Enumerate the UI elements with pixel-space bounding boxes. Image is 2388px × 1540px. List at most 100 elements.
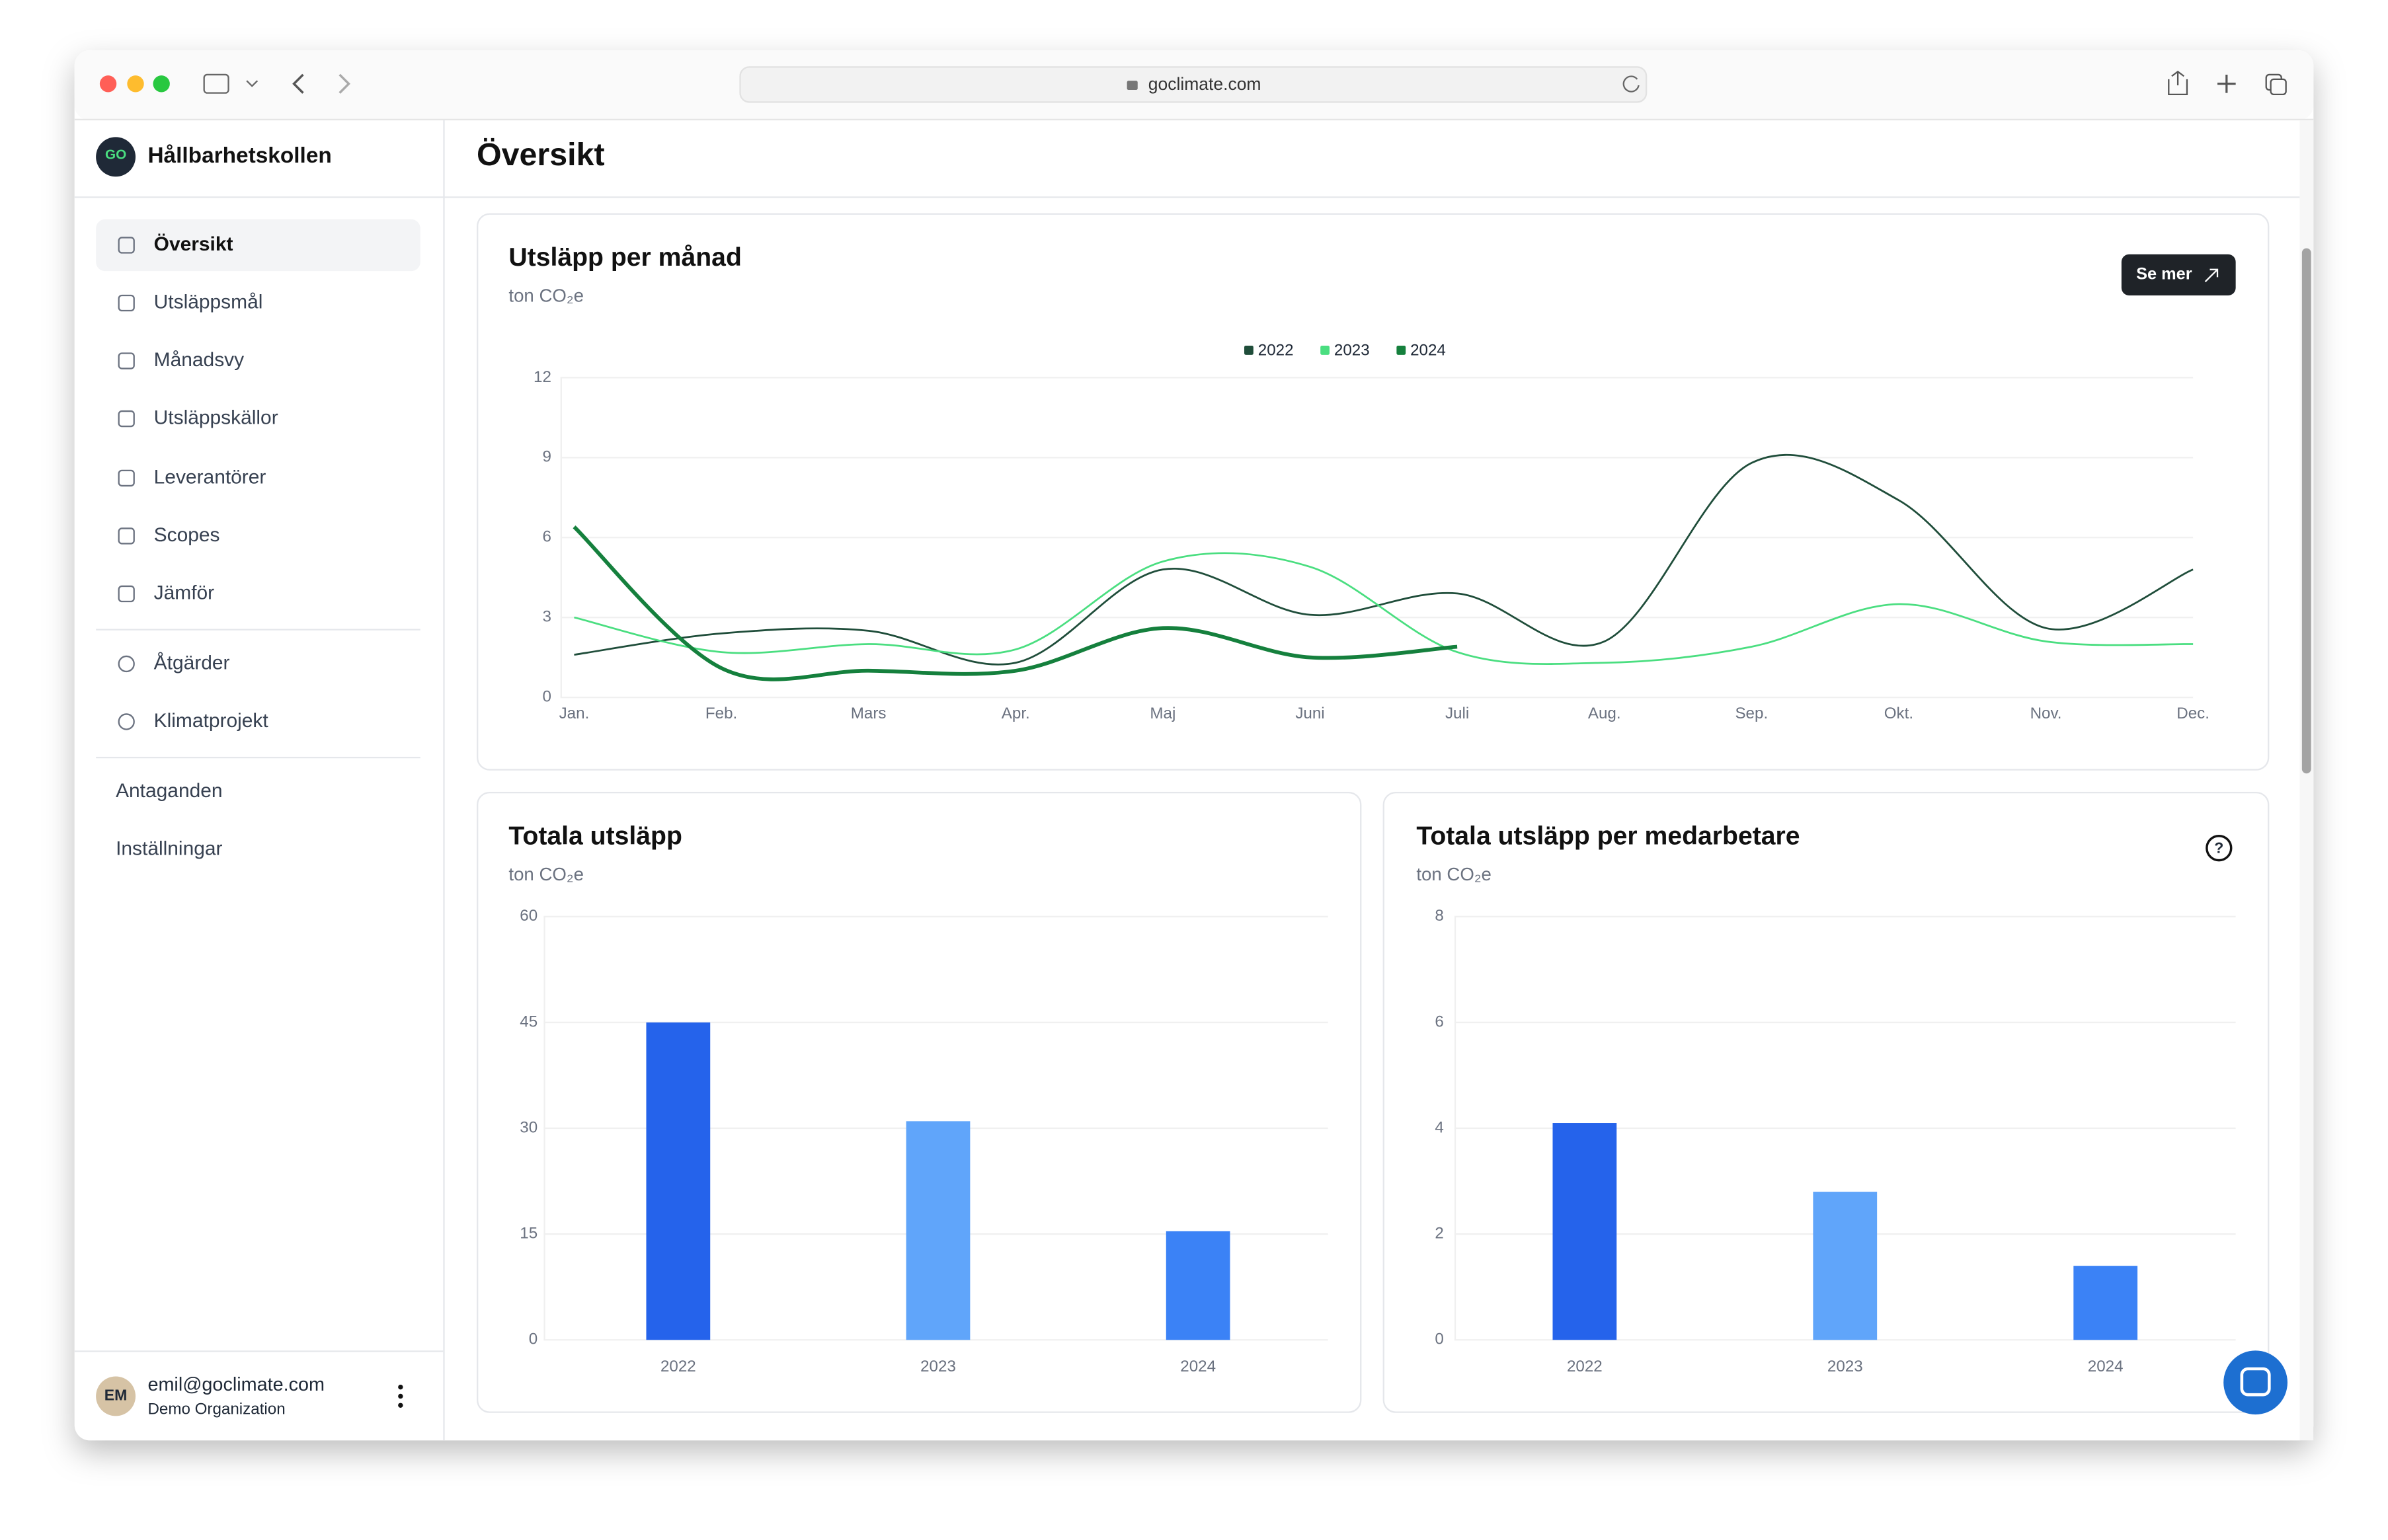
user-email: emil@goclimate.com — [147, 1374, 325, 1395]
x-tick-label: Okt. — [1884, 705, 1913, 722]
nav-icon — [118, 352, 135, 369]
page-title: Översikt — [477, 137, 605, 173]
new-tab[interactable] — [2217, 74, 2236, 93]
legend-swatch — [1244, 345, 1254, 355]
y-tick-label: 60 — [520, 907, 537, 925]
bar — [906, 1121, 971, 1340]
chart-subtitle: ton CO₂e — [508, 286, 584, 306]
y-tick-label: 30 — [520, 1118, 537, 1136]
x-tick-label: Aug. — [1588, 705, 1621, 722]
y-tick-label: 6 — [542, 528, 551, 546]
user-menu[interactable] — [398, 1384, 403, 1408]
maximize[interactable] — [153, 75, 170, 93]
x-tick-label: Sep. — [1735, 705, 1768, 722]
sidebar-toggle[interactable] — [203, 73, 229, 94]
x-tick-label: 2023 — [920, 1358, 956, 1375]
nav-icon — [118, 585, 135, 603]
legend-label: 2024 — [1410, 341, 1446, 359]
back[interactable] — [292, 73, 304, 94]
y-tick-label: 3 — [542, 608, 551, 626]
bar — [1813, 1192, 1878, 1340]
scrollbar[interactable] — [2301, 248, 2311, 774]
x-tick-label: Nov. — [2030, 705, 2062, 722]
bar — [1166, 1231, 1230, 1340]
logo-text: GO — [105, 147, 126, 163]
bar — [646, 1022, 711, 1340]
url: goclimate.com — [1148, 74, 1261, 94]
line — [574, 552, 2194, 665]
nav-item[interactable]: Månadsvy — [154, 349, 244, 371]
sidebar-nav: Översikt Utsläppsmål Månadsvy Utsläppskällo… — [116, 233, 278, 860]
forward[interactable] — [338, 73, 350, 94]
chart-title: Totala utsläpp per medarbetare — [1416, 822, 1800, 850]
x-tick-label: Juli — [1445, 705, 1469, 722]
nav-icon — [118, 294, 135, 312]
y-tick-label: 0 — [542, 688, 551, 706]
logo — [96, 137, 136, 177]
nav-item[interactable]: Inställningar — [116, 837, 222, 859]
legend-label: 2022 — [1258, 341, 1294, 359]
line — [574, 453, 2194, 666]
x-tick-label: Jan. — [559, 705, 590, 722]
card — [477, 213, 2270, 771]
nav-item[interactable]: Åtgärder — [154, 652, 230, 674]
y-tick-label: 45 — [520, 1013, 537, 1030]
x-tick-label: 2024 — [2088, 1358, 2124, 1375]
x-tick-label: Feb. — [705, 705, 737, 722]
user-org: Demo Organization — [147, 1401, 285, 1418]
button-label: Se mer — [2136, 265, 2192, 284]
nav-item[interactable]: Klimatprojekt — [154, 710, 269, 732]
y-tick-label: 9 — [542, 448, 551, 466]
x-tick-label: 2022 — [660, 1358, 696, 1375]
x-tick-label: Juni — [1295, 705, 1324, 722]
x-tick-label: 2024 — [1180, 1358, 1216, 1375]
avatar — [96, 1376, 136, 1416]
see-more-button[interactable] — [2121, 254, 2236, 295]
minimize[interactable] — [127, 75, 144, 93]
nav-item[interactable]: Scopes — [154, 524, 220, 546]
url-bar[interactable] — [739, 66, 1648, 103]
legend-label: 2023 — [1334, 341, 1370, 359]
chat-button[interactable] — [2223, 1350, 2288, 1415]
bar — [2073, 1266, 2138, 1340]
y-tick-label: 15 — [520, 1225, 537, 1243]
nav-item[interactable]: Utsläppskällor — [154, 406, 278, 428]
brand: Hållbarhetskollen — [147, 143, 331, 168]
legend-swatch — [1320, 345, 1330, 355]
x-tick-label: Mars — [851, 705, 887, 722]
close[interactable] — [99, 75, 117, 93]
line — [573, 525, 1458, 681]
chart-title: Totala utsläpp — [508, 822, 682, 850]
x-tick-label: Apr. — [1002, 705, 1030, 722]
svg-text:?: ? — [2214, 839, 2223, 856]
nav-icon — [118, 237, 135, 254]
chart-title: Utsläpp per månad — [508, 243, 741, 272]
x-tick-label: 2023 — [1827, 1358, 1863, 1375]
x-tick-label: Dec. — [2176, 705, 2209, 722]
help-icon[interactable]: ? — [2206, 835, 2233, 862]
y-tick-label: 0 — [529, 1330, 537, 1348]
y-tick-label: 8 — [1435, 907, 1443, 925]
share[interactable] — [2168, 70, 2188, 96]
active-nav — [96, 219, 420, 272]
x-tick-label: 2022 — [1567, 1358, 1603, 1375]
x-tick-label: Maj — [1150, 705, 1175, 722]
y-tick-label: 2 — [1435, 1225, 1443, 1243]
nav-item[interactable]: Jämför — [154, 582, 215, 603]
chart-subtitle: ton CO₂e — [1416, 864, 1492, 884]
nav-icon — [118, 713, 135, 730]
nav-item[interactable]: Leverantörer — [154, 466, 266, 488]
nav-item[interactable]: Antaganden — [116, 780, 222, 802]
y-tick-label: 12 — [534, 368, 551, 386]
y-tick-label: 4 — [1435, 1118, 1443, 1136]
nav-icon — [118, 469, 135, 487]
legend-swatch — [1396, 345, 1406, 355]
nav-icon — [118, 410, 135, 428]
nav-item[interactable]: Översikt — [154, 233, 233, 255]
bar — [1552, 1123, 1617, 1340]
nav-item[interactable]: Utsläppsmål — [154, 291, 263, 313]
y-tick-label: 6 — [1435, 1013, 1443, 1030]
nav-icon — [118, 527, 135, 545]
nav-icon — [118, 655, 135, 673]
